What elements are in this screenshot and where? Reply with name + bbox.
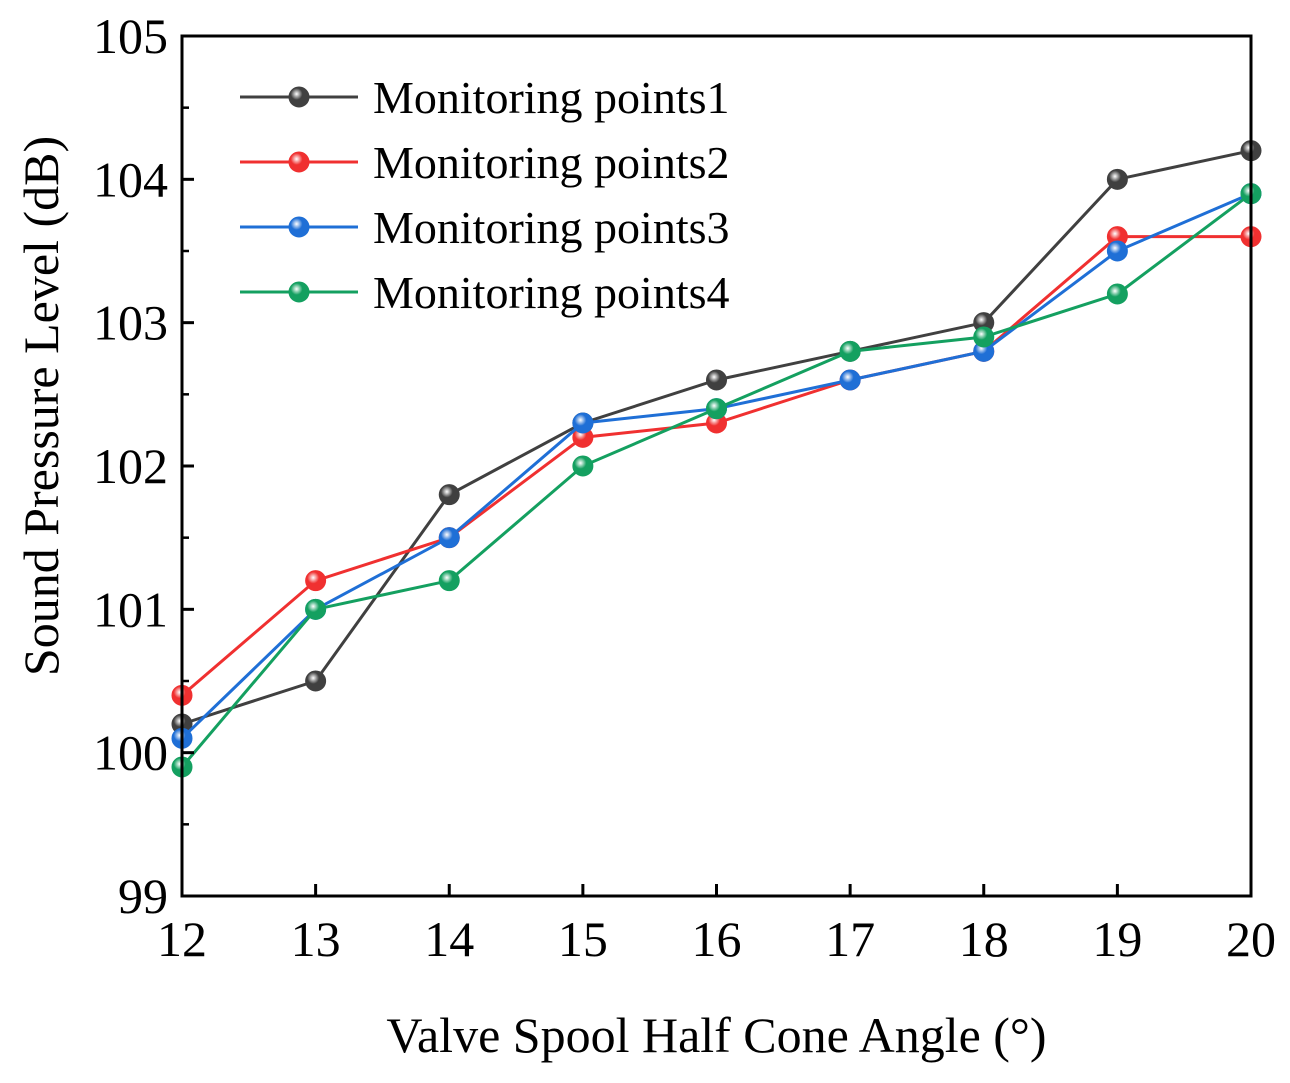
legend-label: Monitoring points1 — [373, 72, 730, 123]
data-point — [305, 598, 327, 620]
y-tick-label: 101 — [93, 581, 168, 637]
data-point — [305, 570, 327, 592]
legend-label: Monitoring points3 — [373, 202, 730, 253]
y-tick-label: 100 — [93, 725, 168, 781]
data-point — [973, 326, 995, 348]
x-tick-label: 18 — [959, 911, 1009, 967]
data-point — [572, 455, 594, 477]
data-point — [839, 369, 861, 391]
data-point — [839, 340, 861, 362]
legend-item: Monitoring points3 — [240, 202, 730, 253]
x-tick-label: 13 — [291, 911, 341, 967]
data-point — [706, 369, 727, 391]
x-tick-label: 14 — [424, 911, 474, 967]
y-tick-label: 103 — [93, 295, 168, 351]
x-tick-label: 20 — [1226, 911, 1276, 967]
data-point — [1106, 240, 1128, 262]
data-point — [438, 527, 460, 549]
legend-item: Monitoring points4 — [240, 267, 730, 318]
legend-item: Monitoring points2 — [240, 137, 730, 188]
series-4 — [171, 183, 1262, 778]
x-tick-label: 15 — [558, 911, 608, 967]
series-layer — [171, 140, 1262, 778]
data-point — [438, 570, 460, 592]
legend-marker — [288, 151, 310, 173]
legend-marker — [288, 86, 310, 108]
y-tick-label: 102 — [93, 438, 168, 494]
y-tick-label: 99 — [118, 868, 168, 924]
y-tick-label: 104 — [93, 151, 168, 207]
y-axis-title: Sound Pressure Level (dB) — [13, 136, 69, 676]
x-axis-title: Valve Spool Half Cone Angle (°) — [386, 1007, 1046, 1063]
legend-label: Monitoring points2 — [373, 137, 730, 188]
ticks-layer: 12 13 14 15 16 17 18 19 20 99 100 101 102 103 104 105 — [93, 8, 1276, 967]
legend-label: Monitoring points4 — [373, 267, 730, 318]
x-tick-label: 17 — [825, 911, 875, 967]
legend-marker — [288, 216, 310, 238]
data-point — [305, 670, 327, 692]
legend-item: Monitoring points1 — [240, 72, 730, 123]
data-point — [572, 412, 594, 434]
data-point — [1106, 283, 1128, 305]
y-tick-label: 105 — [93, 8, 168, 64]
x-tick-label: 12 — [157, 911, 207, 967]
data-point — [1106, 168, 1128, 190]
data-point — [706, 398, 727, 420]
data-point — [438, 484, 460, 506]
legend-marker — [288, 281, 310, 303]
x-tick-label: 19 — [1092, 911, 1142, 967]
legend: Monitoring points1 Monitoring points2 Moni… — [240, 72, 730, 318]
x-tick-label: 16 — [692, 911, 742, 967]
